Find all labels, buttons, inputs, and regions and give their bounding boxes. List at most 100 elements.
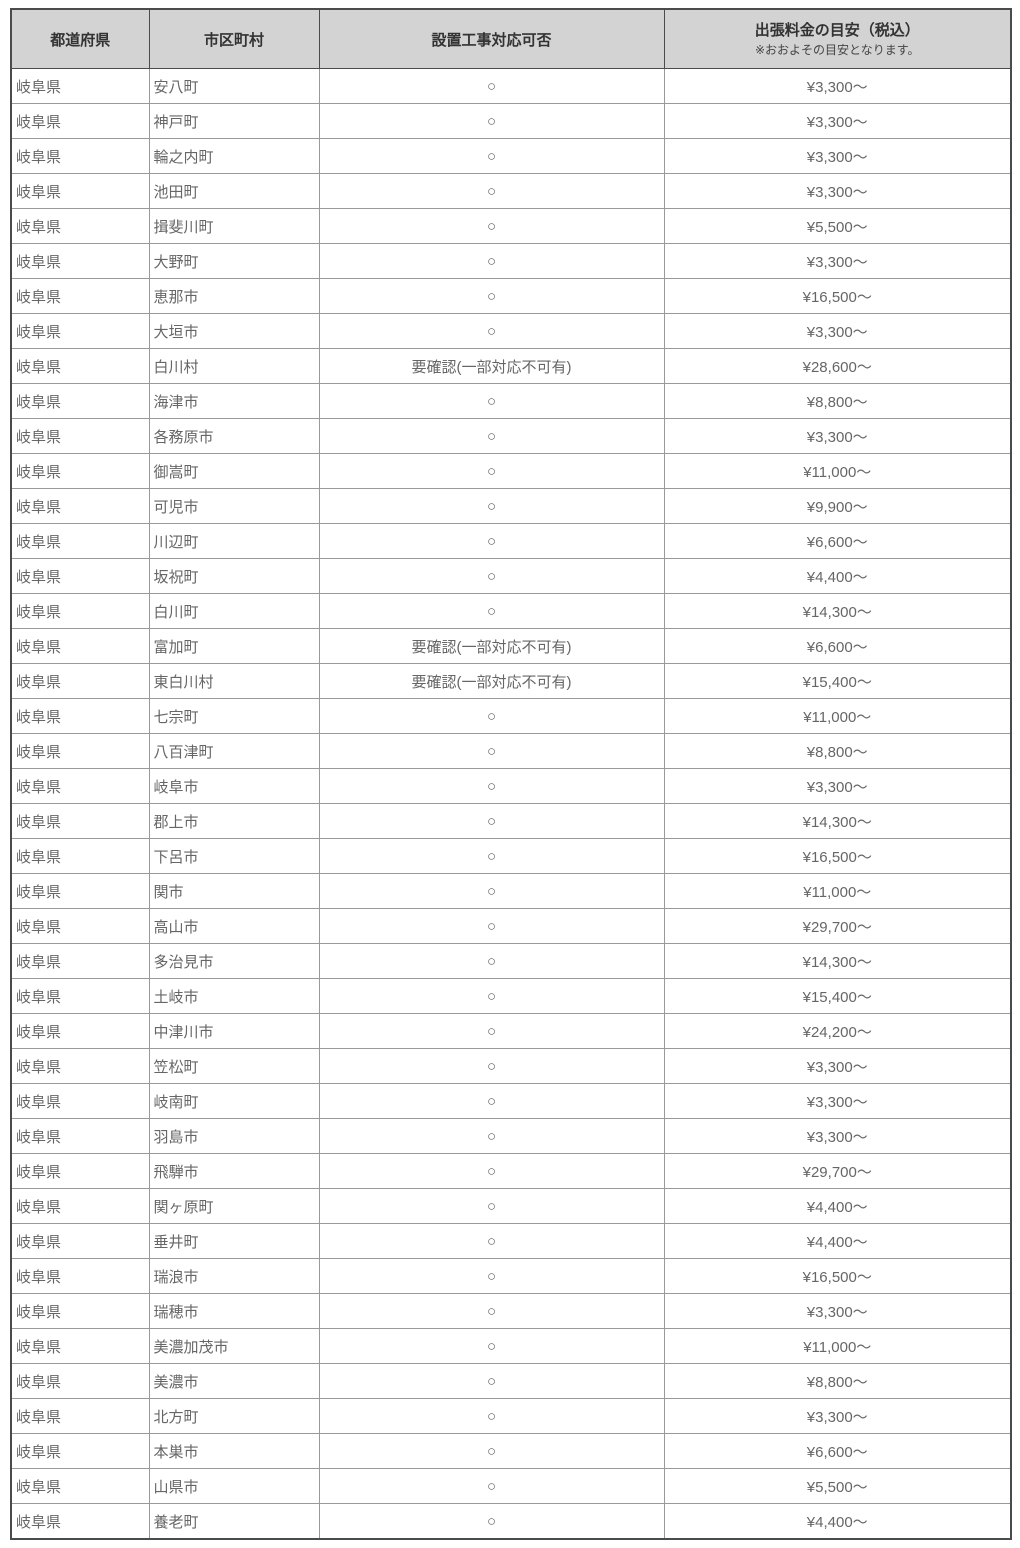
availability-cell: ○ <box>318 873 665 909</box>
city-cell: 飛騨市 <box>148 1153 320 1189</box>
city-cell: 関ヶ原町 <box>148 1188 320 1224</box>
prefecture-cell: 岐阜県 <box>10 698 150 734</box>
travel-fee-table: 都道府県 市区町村 設置工事対応可否 出張料金の目安（税込） ※おおよその目安と… <box>10 8 1012 1540</box>
fee-cell: ¥16,500～ <box>663 1258 1012 1294</box>
city-cell: 高山市 <box>148 908 320 944</box>
city-cell: 美濃加茂市 <box>148 1328 320 1364</box>
availability-cell: ○ <box>318 768 665 804</box>
table-row: 岐阜県 関ヶ原町 ○ ¥4,400～ <box>10 1188 1012 1224</box>
availability-cell: ○ <box>318 488 665 524</box>
fee-cell: ¥8,800～ <box>663 383 1012 419</box>
fee-cell: ¥3,300～ <box>663 243 1012 279</box>
fee-cell: ¥5,500～ <box>663 1468 1012 1504</box>
prefecture-cell: 岐阜県 <box>10 313 150 349</box>
availability-cell: ○ <box>318 1503 665 1540</box>
availability-cell: ○ <box>318 1188 665 1224</box>
city-cell: 大垣市 <box>148 313 320 349</box>
prefecture-cell: 岐阜県 <box>10 348 150 384</box>
table-row: 岐阜県 川辺町 ○ ¥6,600～ <box>10 523 1012 559</box>
fee-cell: ¥6,600～ <box>663 523 1012 559</box>
prefecture-cell: 岐阜県 <box>10 1293 150 1329</box>
fee-cell: ¥5,500～ <box>663 208 1012 244</box>
city-cell: 富加町 <box>148 628 320 664</box>
availability-cell: ○ <box>318 243 665 279</box>
availability-cell: ○ <box>318 1013 665 1049</box>
fee-cell: ¥6,600～ <box>663 1433 1012 1469</box>
availability-cell: ○ <box>318 1328 665 1364</box>
prefecture-cell: 岐阜県 <box>10 1118 150 1154</box>
prefecture-cell: 岐阜県 <box>10 488 150 524</box>
fee-cell: ¥3,300～ <box>663 1083 1012 1119</box>
prefecture-cell: 岐阜県 <box>10 1048 150 1084</box>
prefecture-cell: 岐阜県 <box>10 1363 150 1399</box>
availability-cell: ○ <box>318 1258 665 1294</box>
availability-cell: ○ <box>318 313 665 349</box>
prefecture-cell: 岐阜県 <box>10 68 150 104</box>
col-header-city: 市区町村 <box>148 8 320 69</box>
prefecture-cell: 岐阜県 <box>10 418 150 454</box>
fee-cell: ¥11,000～ <box>663 453 1012 489</box>
fee-cell: ¥4,400～ <box>663 1188 1012 1224</box>
city-cell: 各務原市 <box>148 418 320 454</box>
table-row: 岐阜県 七宗町 ○ ¥11,000～ <box>10 698 1012 734</box>
city-cell: 中津川市 <box>148 1013 320 1049</box>
prefecture-cell: 岐阜県 <box>10 103 150 139</box>
city-cell: 養老町 <box>148 1503 320 1540</box>
fee-cell: ¥16,500～ <box>663 278 1012 314</box>
fee-cell: ¥14,300～ <box>663 593 1012 629</box>
prefecture-cell: 岐阜県 <box>10 838 150 874</box>
prefecture-cell: 岐阜県 <box>10 1223 150 1259</box>
availability-cell: ○ <box>318 1048 665 1084</box>
table-body: 岐阜県 安八町 ○ ¥3,300～ 岐阜県 神戸町 ○ ¥3,300～ 岐阜県 … <box>10 68 1012 1540</box>
prefecture-cell: 岐阜県 <box>10 558 150 594</box>
availability-cell: ○ <box>318 138 665 174</box>
prefecture-cell: 岐阜県 <box>10 1328 150 1364</box>
city-cell: 池田町 <box>148 173 320 209</box>
availability-cell: ○ <box>318 418 665 454</box>
city-cell: 揖斐川町 <box>148 208 320 244</box>
table-row: 岐阜県 郡上市 ○ ¥14,300～ <box>10 803 1012 839</box>
fee-cell: ¥8,800～ <box>663 733 1012 769</box>
table-row: 岐阜県 土岐市 ○ ¥15,400～ <box>10 978 1012 1014</box>
availability-cell: ○ <box>318 1153 665 1189</box>
col-header-availability: 設置工事対応可否 <box>318 8 665 69</box>
header-row: 都道府県 市区町村 設置工事対応可否 出張料金の目安（税込） ※おおよその目安と… <box>10 8 1012 69</box>
col-header-fee-title: 出張料金の目安（税込） <box>754 21 920 39</box>
availability-cell: ○ <box>318 593 665 629</box>
fee-cell: ¥11,000～ <box>663 1328 1012 1364</box>
city-cell: 白川村 <box>148 348 320 384</box>
availability-cell: ○ <box>318 103 665 139</box>
availability-cell: ○ <box>318 1363 665 1399</box>
table-row: 岐阜県 多治見市 ○ ¥14,300～ <box>10 943 1012 979</box>
table-row: 岐阜県 東白川村 要確認(一部対応不可有) ¥15,400～ <box>10 663 1012 699</box>
prefecture-cell: 岐阜県 <box>10 1153 150 1189</box>
fee-cell: ¥14,300～ <box>663 943 1012 979</box>
fee-cell: ¥3,300～ <box>663 768 1012 804</box>
table-row: 岐阜県 美濃市 ○ ¥8,800～ <box>10 1363 1012 1399</box>
prefecture-cell: 岐阜県 <box>10 908 150 944</box>
city-cell: 多治見市 <box>148 943 320 979</box>
availability-cell: ○ <box>318 1398 665 1434</box>
table-row: 岐阜県 山県市 ○ ¥5,500～ <box>10 1468 1012 1504</box>
table-row: 岐阜県 白川村 要確認(一部対応不可有) ¥28,600～ <box>10 348 1012 384</box>
fee-cell: ¥8,800～ <box>663 1363 1012 1399</box>
table-row: 岐阜県 養老町 ○ ¥4,400～ <box>10 1503 1012 1540</box>
prefecture-cell: 岐阜県 <box>10 803 150 839</box>
prefecture-cell: 岐阜県 <box>10 978 150 1014</box>
prefecture-cell: 岐阜県 <box>10 1013 150 1049</box>
prefecture-cell: 岐阜県 <box>10 1468 150 1504</box>
city-cell: 瑞浪市 <box>148 1258 320 1294</box>
availability-cell: ○ <box>318 68 665 104</box>
availability-cell: ○ <box>318 838 665 874</box>
table-row: 岐阜県 下呂市 ○ ¥16,500～ <box>10 838 1012 874</box>
availability-cell: ○ <box>318 803 665 839</box>
prefecture-cell: 岐阜県 <box>10 628 150 664</box>
table-row: 岐阜県 瑞穂市 ○ ¥3,300～ <box>10 1293 1012 1329</box>
table-row: 岐阜県 飛騨市 ○ ¥29,700～ <box>10 1153 1012 1189</box>
city-cell: 山県市 <box>148 1468 320 1504</box>
fee-cell: ¥24,200～ <box>663 1013 1012 1049</box>
fee-cell: ¥3,300～ <box>663 1398 1012 1434</box>
table-row: 岐阜県 揖斐川町 ○ ¥5,500～ <box>10 208 1012 244</box>
city-cell: 輪之内町 <box>148 138 320 174</box>
